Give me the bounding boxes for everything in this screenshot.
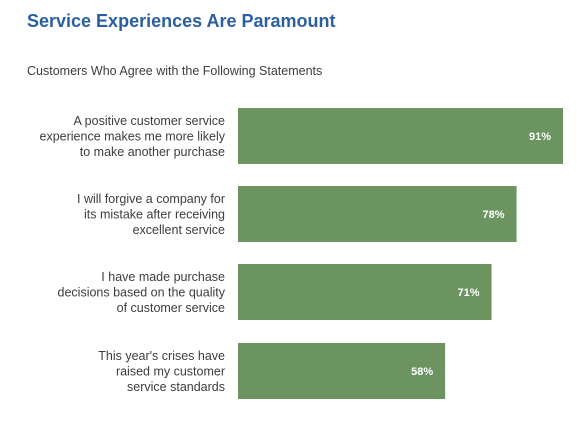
category-label-line: I have made purchase [101,270,225,284]
category-label-4: This year's crises have raised my custome… [98,349,225,394]
bar-3 [238,264,492,320]
category-label-line: its mistake after receiving [84,208,225,222]
bar-value-label-4: 58% [411,366,433,378]
bar-value-label-3: 71% [458,287,480,299]
category-label-3: I have made purchase decisions based on t… [58,270,226,315]
bar-value-label-1: 91% [529,131,551,143]
category-label-line: A positive customer service [74,114,225,128]
category-label-line: experience makes me more likely [40,130,226,144]
category-label-line: service standards [127,380,225,394]
bar-value-label-2: 78% [483,209,505,221]
category-label-line: decisions based on the quality [58,286,226,300]
bar-1 [238,108,563,164]
chart-subtitle: Customers Who Agree with the Following S… [27,64,323,78]
category-label-line: to make another purchase [80,145,225,159]
chart-title: Service Experiences Are Paramount [27,11,336,31]
bar-2 [238,186,517,242]
category-label-line: This year's crises have [98,349,225,363]
category-label-line: of customer service [117,301,225,315]
bar-4 [238,343,446,399]
category-label-1: A positive customer service experience ma… [40,114,226,159]
category-label-line: raised my customer [116,365,225,379]
category-label-2: I will forgive a company for its mistake … [77,192,225,237]
category-label-line: excellent service [133,223,225,237]
category-label-line: I will forgive a company for [77,192,225,206]
